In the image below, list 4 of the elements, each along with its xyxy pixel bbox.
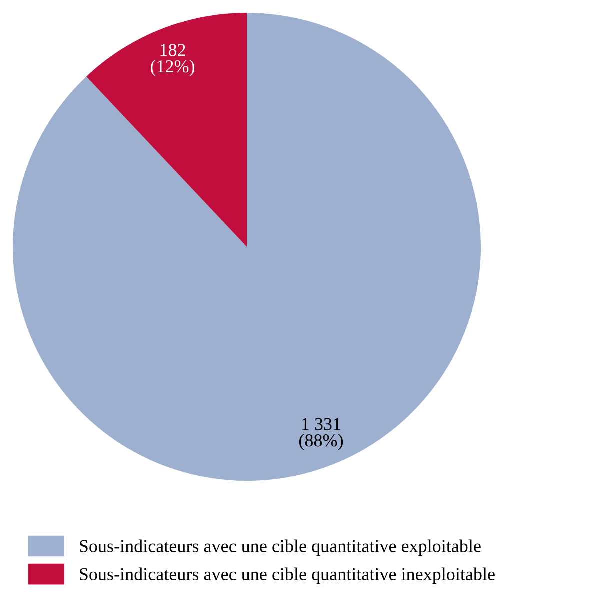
legend-label: Sous-indicateurs avec une cible quantitative inexploitable [80,568,495,584]
data-label: 182 (12%) [150,44,195,76]
legend-label: Sous-indicateurs avec une cible quantitative exploitable [80,540,481,556]
data-label: 1 331 (88%) [299,418,344,450]
